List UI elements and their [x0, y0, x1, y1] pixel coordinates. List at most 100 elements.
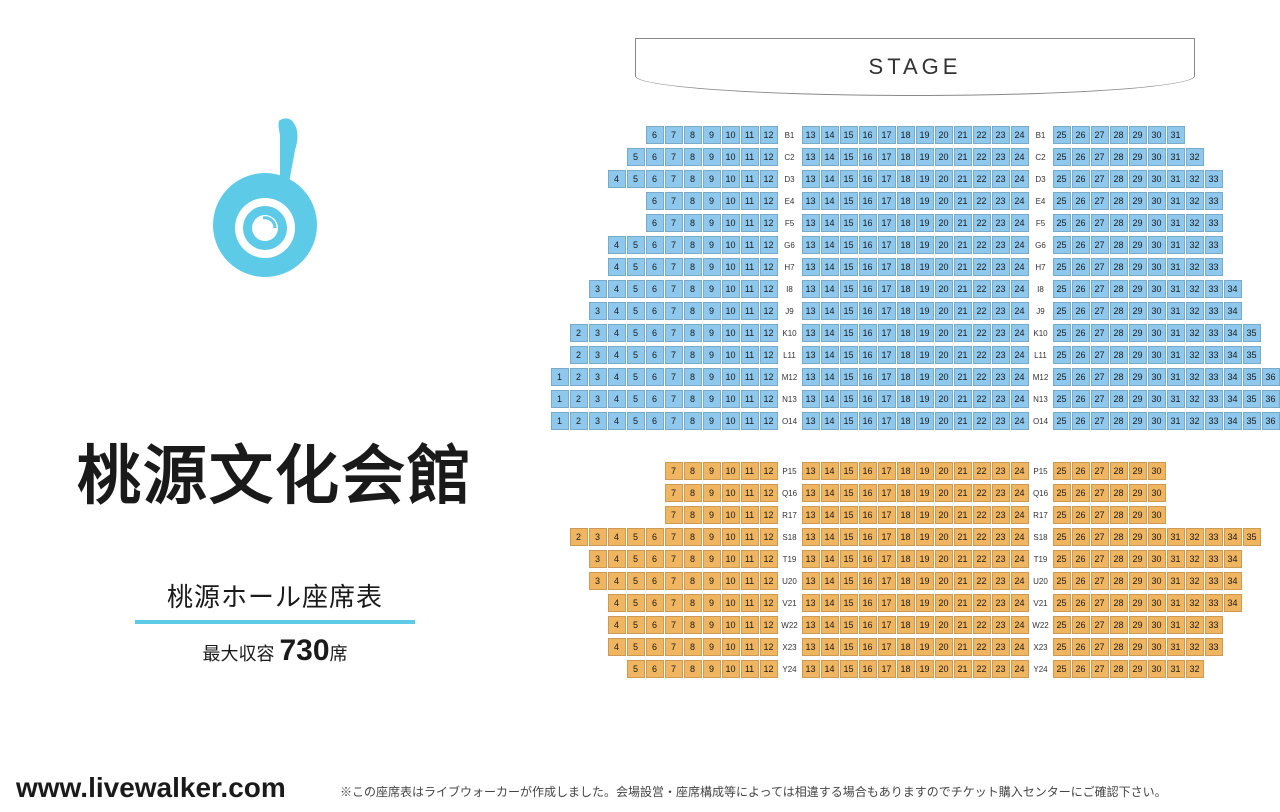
seat: 25 [1053, 660, 1071, 678]
seat: 22 [973, 324, 991, 342]
seat: 2 [570, 412, 588, 430]
seat: 7 [665, 148, 683, 166]
seat: 15 [840, 594, 858, 612]
row-label: Y24 [1030, 665, 1052, 674]
seat: 14 [821, 594, 839, 612]
seat: 15 [840, 528, 858, 546]
seat: 24 [1011, 528, 1029, 546]
seat: 34 [1224, 390, 1242, 408]
seat: 26 [1072, 484, 1090, 502]
seat: 29 [1129, 280, 1147, 298]
seat: 9 [703, 280, 721, 298]
seat: 11 [741, 324, 759, 342]
seat: 1 [551, 412, 569, 430]
seat: 25 [1053, 390, 1071, 408]
seat: 24 [1011, 214, 1029, 232]
seat: 24 [1011, 484, 1029, 502]
seat-row: 789101112R17131415161718192021222324R172… [551, 506, 1280, 524]
seat: 12 [760, 126, 778, 144]
seat: 26 [1072, 214, 1090, 232]
seat: 8 [684, 192, 702, 210]
seat: 24 [1011, 170, 1029, 188]
seat: 12 [760, 258, 778, 276]
seat: 23 [992, 528, 1010, 546]
seat: 7 [665, 214, 683, 232]
seat: 16 [859, 550, 877, 568]
seat: 26 [1072, 506, 1090, 524]
row-label: V21 [1030, 599, 1052, 608]
seat: 23 [992, 368, 1010, 386]
seat: 10 [722, 572, 740, 590]
seat-row: 3456789101112I8131415161718192021222324I… [551, 280, 1280, 298]
seat: 11 [741, 616, 759, 634]
seat: 10 [722, 170, 740, 188]
seat: 33 [1205, 550, 1223, 568]
seat: 6 [646, 660, 664, 678]
seat: 11 [741, 594, 759, 612]
seat: 7 [665, 236, 683, 254]
row-label: O14 [779, 417, 801, 426]
seat: 12 [760, 302, 778, 320]
seat: 25 [1053, 214, 1071, 232]
seat: 9 [703, 462, 721, 480]
seat: 11 [741, 280, 759, 298]
seat: 14 [821, 302, 839, 320]
seat: 25 [1053, 280, 1071, 298]
seat: 9 [703, 484, 721, 502]
seat: 28 [1110, 390, 1128, 408]
seat: 30 [1148, 214, 1166, 232]
seat: 26 [1072, 616, 1090, 634]
seat: 16 [859, 280, 877, 298]
seat: 19 [916, 258, 934, 276]
seat: 12 [760, 170, 778, 188]
seat: 7 [665, 192, 683, 210]
seat: 25 [1053, 170, 1071, 188]
seat: 24 [1011, 506, 1029, 524]
seat: 33 [1205, 346, 1223, 364]
seat: 16 [859, 390, 877, 408]
seat: 25 [1053, 368, 1071, 386]
seat: 32 [1186, 280, 1204, 298]
seat: 18 [897, 192, 915, 210]
seat: 30 [1148, 484, 1166, 502]
seat: 20 [935, 412, 953, 430]
seat: 26 [1072, 280, 1090, 298]
seat: 6 [646, 390, 664, 408]
seat: 15 [840, 616, 858, 634]
seat: 19 [916, 302, 934, 320]
seat: 24 [1011, 258, 1029, 276]
seat: 5 [627, 550, 645, 568]
seat: 19 [916, 170, 934, 188]
seat: 23 [992, 214, 1010, 232]
seat: 19 [916, 528, 934, 546]
seat: 30 [1148, 368, 1166, 386]
seat: 7 [665, 126, 683, 144]
seat: 27 [1091, 616, 1109, 634]
seat: 12 [760, 616, 778, 634]
seat: 34 [1224, 594, 1242, 612]
seat: 6 [646, 412, 664, 430]
seat: 26 [1072, 324, 1090, 342]
seat: 18 [897, 594, 915, 612]
seat: 26 [1072, 192, 1090, 210]
seat: 22 [973, 462, 991, 480]
seat: 10 [722, 484, 740, 502]
seat: 21 [954, 346, 972, 364]
seat: 21 [954, 390, 972, 408]
seat: 7 [665, 616, 683, 634]
seat: 18 [897, 236, 915, 254]
seat: 20 [935, 280, 953, 298]
seat: 13 [802, 616, 820, 634]
seat: 28 [1110, 506, 1128, 524]
seat: 17 [878, 236, 896, 254]
seat: 17 [878, 258, 896, 276]
stage-label: STAGE [635, 38, 1195, 96]
seat: 19 [916, 126, 934, 144]
seat: 19 [916, 390, 934, 408]
seat: 12 [760, 550, 778, 568]
seat-row: 56789101112Y24131415161718192021222324Y2… [551, 660, 1280, 678]
seat: 11 [741, 572, 759, 590]
seat: 15 [840, 412, 858, 430]
seat: 29 [1129, 506, 1147, 524]
seat: 8 [684, 346, 702, 364]
